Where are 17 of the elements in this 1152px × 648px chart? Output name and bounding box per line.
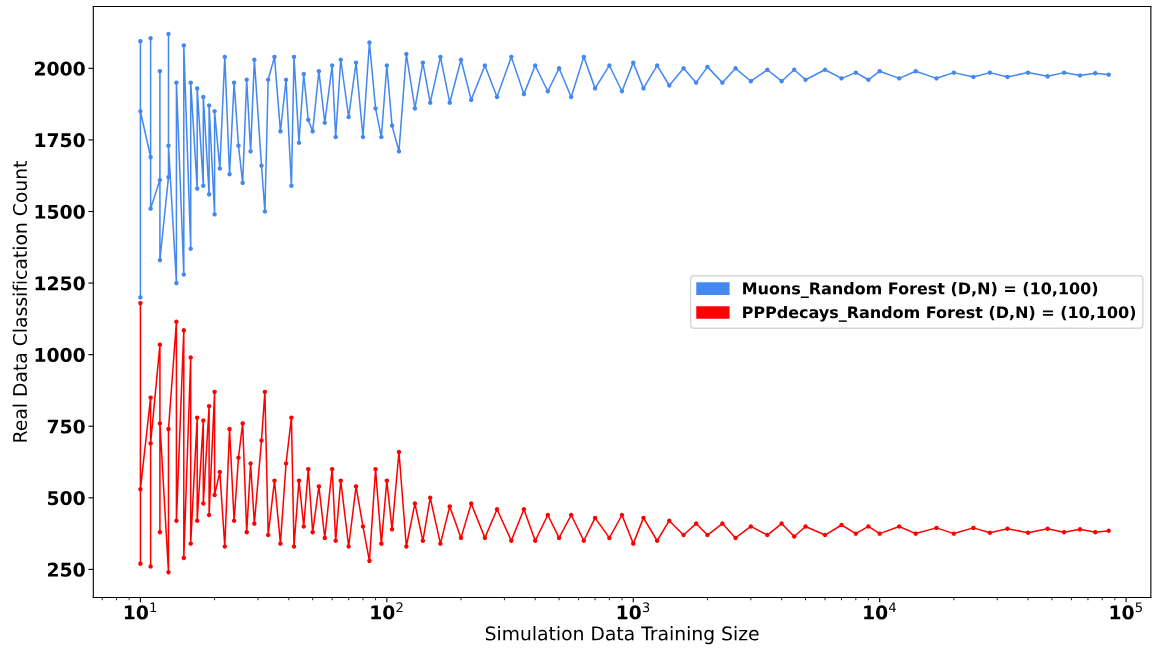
x-tick-label: 10$^{3}$ [617,602,650,620]
y-tick-label: 1250 [35,276,85,291]
x-tick-label: 10$^{4}$ [864,602,896,620]
y-axis-title: Real Data Classification Count [12,161,28,442]
x-tick-label: 10$^{5}$ [1110,602,1142,620]
y-tick-label: 1500 [35,204,85,219]
y-tick-label: 2000 [34,61,85,76]
y-tick-label: 1000 [35,347,85,363]
x-axis-title: Simulation Data Training Size [485,626,759,645]
legend-label: Muons_Random Forest (D,N) = (10,100) [743,282,1098,298]
x-tick-label: 10$^{1}$ [124,602,157,620]
y-tick-label: 1750 [35,133,85,148]
y-tick-label: 250 [48,562,85,577]
y-tick-label: 500 [47,491,85,506]
y-tick-label: 750 [47,419,85,434]
legend-label: PPPdecays_Random Forest (D,N) = (10,100) [743,305,1136,322]
x-tick-label: 10$^{2}$ [371,602,403,620]
